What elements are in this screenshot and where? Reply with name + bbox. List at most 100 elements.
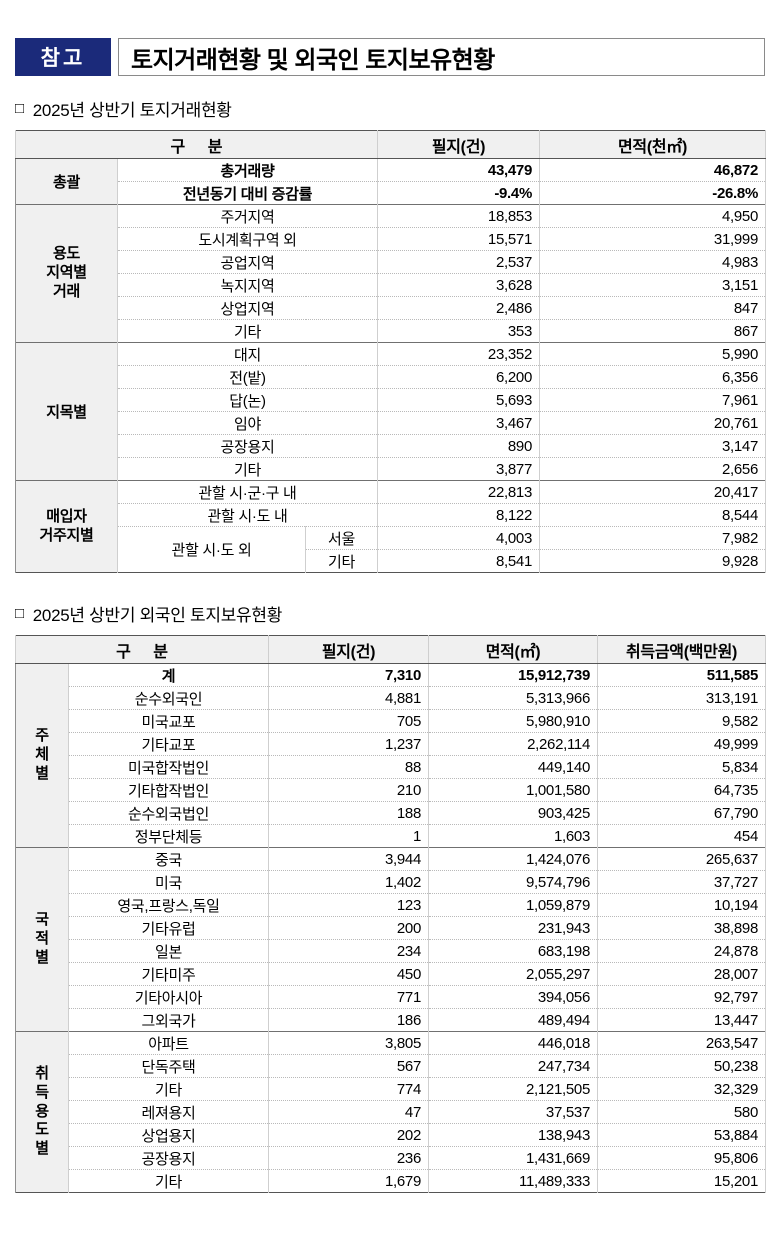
table-row: 기타미주 450 2,055,297 28,007 <box>16 962 767 986</box>
column-header-parcels: 필지(건) <box>268 635 430 664</box>
table-row: 취 득 용 도 별 아파트 3,805 446,018 263,547 <box>15 1031 767 1193</box>
table-row: 기타 3,877 2,656 <box>16 457 766 481</box>
cell-area: 2,262,114 <box>428 732 599 756</box>
row-label: 공장용지 <box>117 434 378 458</box>
cell-parcels: 188 <box>268 801 430 825</box>
reference-badge: 참고 <box>15 38 111 76</box>
cell-parcels: -9.4% <box>377 181 540 205</box>
table-row: 순수외국법인 188 903,425 67,790 <box>16 801 767 825</box>
cell-parcels: 4,881 <box>268 686 430 710</box>
cell-area: 903,425 <box>428 801 599 825</box>
row-sublabel: 서울 <box>305 526 378 550</box>
row-label: 기타유럽 <box>67 916 270 940</box>
cell-parcels: 8,122 <box>377 503 540 527</box>
table-row: 기타합작법인 210 1,001,580 64,735 <box>16 778 767 802</box>
cell-amount: 37,727 <box>597 870 767 894</box>
cell-amount: 53,884 <box>597 1123 767 1147</box>
cell-amount: 511,585 <box>597 663 767 687</box>
table-row: 녹지지역 3,628 3,151 <box>16 273 766 297</box>
cell-area: 3,147 <box>539 434 766 458</box>
cell-area: 15,912,739 <box>428 663 599 687</box>
row-label: 관할 시·군·구 내 <box>117 480 378 504</box>
cell-area: 231,943 <box>428 916 599 940</box>
cell-parcels: 23,352 <box>377 342 540 366</box>
cell-parcels: 774 <box>268 1077 430 1101</box>
cell-parcels: 353 <box>377 319 540 343</box>
row-group-label: 지목별 <box>15 342 118 481</box>
cell-parcels: 15,571 <box>377 227 540 251</box>
cell-amount: 38,898 <box>597 916 767 940</box>
row-label: 기타 <box>117 457 378 481</box>
row-label: 답(논) <box>117 388 378 412</box>
row-label: 기타합작법인 <box>67 778 270 802</box>
cell-area: 2,055,297 <box>428 962 599 986</box>
table-row: 미국합작법인 88 449,140 5,834 <box>16 755 767 779</box>
cell-parcels: 202 <box>268 1123 430 1147</box>
cell-area: 847 <box>539 296 766 320</box>
cell-parcels: 3,467 <box>377 411 540 435</box>
cell-amount: 95,806 <box>597 1146 767 1170</box>
row-label: 기타아시아 <box>67 985 270 1009</box>
table-row: 관할 시·도 외 서울 4,003 7,982 <box>16 526 766 573</box>
row-label: 기타 <box>67 1169 270 1193</box>
row-label: 레져용지 <box>67 1100 270 1124</box>
cell-amount: 313,191 <box>597 686 767 710</box>
table-row: 영국,프랑스,독일 123 1,059,879 10,194 <box>16 893 767 917</box>
section-heading-label: 2025년 상반기 외국인 토지보유현황 <box>32 606 283 625</box>
cell-parcels: 2,486 <box>377 296 540 320</box>
row-label: 공업지역 <box>117 250 378 274</box>
cell-area: -26.8% <box>539 181 766 205</box>
cell-parcels: 43,479 <box>377 158 540 182</box>
row-label: 공장용지 <box>67 1146 270 1170</box>
table-row: 도시계획구역 외 15,571 31,999 <box>16 227 766 251</box>
table-row: 미국교포 705 5,980,910 9,582 <box>16 709 767 733</box>
cell-area: 9,928 <box>539 549 766 573</box>
column-header-area: 면적(㎡) <box>428 635 599 664</box>
row-label: 기타 <box>67 1077 270 1101</box>
cell-parcels: 890 <box>377 434 540 458</box>
cell-parcels: 210 <box>268 778 430 802</box>
row-label: 상업용지 <box>67 1123 270 1147</box>
cell-area: 1,431,669 <box>428 1146 599 1170</box>
cell-area: 20,417 <box>539 480 766 504</box>
row-group-label: 총괄 <box>15 158 118 205</box>
cell-parcels: 705 <box>268 709 430 733</box>
row-label: 미국교포 <box>67 709 270 733</box>
cell-parcels: 234 <box>268 939 430 963</box>
row-label: 총거래량 <box>117 158 378 182</box>
column-header-amount: 취득금액(백만원) <box>597 635 767 664</box>
table-row: 그외국가 186 489,494 13,447 <box>16 1008 767 1032</box>
row-group-label: 용도 지역별 거래 <box>15 204 118 343</box>
row-sublabel: 기타 <box>305 549 378 573</box>
checkbox-square-icon: □ <box>15 605 24 622</box>
cell-area: 7,961 <box>539 388 766 412</box>
cell-amount: 13,447 <box>597 1008 767 1032</box>
cell-parcels: 3,944 <box>268 847 430 871</box>
row-label: 주거지역 <box>117 204 378 228</box>
row-label: 순수외국법인 <box>67 801 270 825</box>
table-row: 정부단체등 1 1,603 454 <box>16 824 767 848</box>
land-transaction-table: 구 분 필지(건) 면적(천㎡) 총괄 총거래량 43,479 46,872 전… <box>15 130 766 573</box>
table-row: 주 체 별 계 7,310 15,912,739 511,585 <box>15 663 767 848</box>
table-row: 미국 1,402 9,574,796 37,727 <box>16 870 767 894</box>
row-label: 아파트 <box>67 1031 270 1055</box>
row-group-label: 주 체 별 <box>15 663 69 848</box>
cell-area: 394,056 <box>428 985 599 1009</box>
row-label: 관할 시·도 외 <box>117 526 306 573</box>
row-label: 관할 시·도 내 <box>117 503 378 527</box>
cell-parcels: 2,537 <box>377 250 540 274</box>
table-row: 레져용지 47 37,537 580 <box>16 1100 767 1124</box>
cell-amount: 50,238 <box>597 1054 767 1078</box>
table-row: 관할 시·도 내 8,122 8,544 <box>16 503 766 527</box>
table-row: 공업지역 2,537 4,983 <box>16 250 766 274</box>
row-label: 일본 <box>67 939 270 963</box>
cell-parcels: 450 <box>268 962 430 986</box>
page-title: 토지거래현황 및 외국인 토지보유현황 <box>118 38 765 76</box>
cell-parcels: 47 <box>268 1100 430 1124</box>
section-heading-land-transactions: □ 2025년 상반기 토지거래현황 <box>15 96 765 121</box>
cell-area: 446,018 <box>428 1031 599 1055</box>
cell-area: 1,424,076 <box>428 847 599 871</box>
table-row: 임야 3,467 20,761 <box>16 411 766 435</box>
cell-amount: 49,999 <box>597 732 767 756</box>
row-label: 영국,프랑스,독일 <box>67 893 270 917</box>
